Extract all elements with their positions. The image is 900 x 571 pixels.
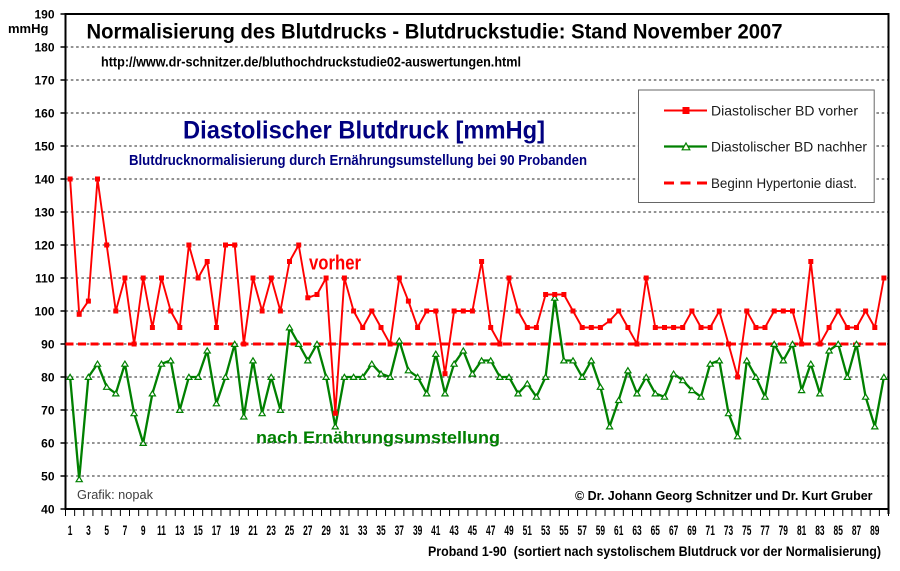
svg-text:39: 39 xyxy=(413,524,422,538)
svg-text:83: 83 xyxy=(815,524,824,538)
svg-text:Beginn Hypertonie diast.: Beginn Hypertonie diast. xyxy=(711,175,857,191)
svg-text:53: 53 xyxy=(541,524,550,538)
svg-text:85: 85 xyxy=(834,524,843,538)
svg-text:3: 3 xyxy=(86,524,91,538)
svg-text:49: 49 xyxy=(504,524,513,538)
svg-text:55: 55 xyxy=(559,524,568,538)
svg-text:Normalisierung des Blutdrucks: Normalisierung des Blutdrucks - Blutdruc… xyxy=(87,20,783,44)
svg-text:http://www.dr-schnitzer.de/blu: http://www.dr-schnitzer.de/bluthochdruck… xyxy=(101,55,521,70)
svg-text:41: 41 xyxy=(431,524,440,538)
svg-text:120: 120 xyxy=(34,238,54,252)
svg-text:80: 80 xyxy=(41,370,55,384)
svg-text:29: 29 xyxy=(321,524,330,538)
svg-text:Proband 1-90 (sortiert nach s: Proband 1-90 (sortiert nach systolischem… xyxy=(428,544,881,559)
svg-text:61: 61 xyxy=(614,524,623,538)
svg-text:37: 37 xyxy=(395,524,404,538)
svg-text:33: 33 xyxy=(358,524,367,538)
svg-text:170: 170 xyxy=(34,73,54,87)
svg-text:79: 79 xyxy=(779,524,788,538)
svg-text:45: 45 xyxy=(468,524,477,538)
svg-text:43: 43 xyxy=(449,524,458,538)
svg-text:35: 35 xyxy=(376,524,385,538)
svg-text:71: 71 xyxy=(706,524,715,538)
svg-text:Diastolischer Blutdruck [mmHg]: Diastolischer Blutdruck [mmHg] xyxy=(183,117,545,145)
svg-text:160: 160 xyxy=(34,106,54,120)
svg-text:© Dr. Johann Georg Schnitzer u: © Dr. Johann Georg Schnitzer und Dr. Kur… xyxy=(575,488,873,503)
svg-text:150: 150 xyxy=(34,139,54,153)
svg-text:11: 11 xyxy=(157,524,166,538)
svg-text:mmHg: mmHg xyxy=(8,21,49,36)
svg-text:25: 25 xyxy=(285,524,294,538)
svg-text:73: 73 xyxy=(724,524,733,538)
svg-text:67: 67 xyxy=(669,524,678,538)
svg-text:89: 89 xyxy=(870,524,879,538)
svg-text:63: 63 xyxy=(632,524,641,538)
svg-text:77: 77 xyxy=(760,524,769,538)
svg-text:Diastolischer BD nachher: Diastolischer BD nachher xyxy=(711,139,867,155)
svg-text:40: 40 xyxy=(41,502,55,516)
svg-text:140: 140 xyxy=(34,172,54,186)
svg-text:Diastolischer BD vorher: Diastolischer BD vorher xyxy=(711,103,858,119)
svg-text:57: 57 xyxy=(578,524,587,538)
svg-text:100: 100 xyxy=(34,304,54,318)
svg-text:9: 9 xyxy=(141,524,146,538)
svg-text:Grafik: nopak: Grafik: nopak xyxy=(77,487,153,502)
svg-text:27: 27 xyxy=(303,524,312,538)
svg-text:1: 1 xyxy=(68,524,73,538)
svg-text:17: 17 xyxy=(212,524,221,538)
svg-text:65: 65 xyxy=(651,524,660,538)
svg-text:19: 19 xyxy=(230,524,239,538)
svg-text:130: 130 xyxy=(34,205,54,219)
svg-text:47: 47 xyxy=(486,524,495,538)
svg-text:31: 31 xyxy=(340,524,349,538)
svg-text:13: 13 xyxy=(175,524,184,538)
svg-text:7: 7 xyxy=(123,524,128,538)
svg-text:50: 50 xyxy=(41,469,55,483)
svg-text:69: 69 xyxy=(687,524,696,538)
svg-text:59: 59 xyxy=(596,524,605,538)
svg-text:vorher: vorher xyxy=(309,253,361,275)
svg-text:180: 180 xyxy=(34,40,54,54)
svg-text:190: 190 xyxy=(34,7,54,21)
svg-text:Blutdrucknormalisierung durch: Blutdrucknormalisierung durch Ernährungs… xyxy=(129,153,587,169)
svg-text:51: 51 xyxy=(523,524,532,538)
svg-text:5: 5 xyxy=(104,524,109,538)
svg-text:81: 81 xyxy=(797,524,806,538)
svg-text:23: 23 xyxy=(267,524,276,538)
svg-text:110: 110 xyxy=(35,271,55,285)
svg-text:60: 60 xyxy=(41,436,55,450)
svg-text:21: 21 xyxy=(248,524,257,538)
svg-text:75: 75 xyxy=(742,524,751,538)
svg-text:15: 15 xyxy=(193,524,202,538)
svg-text:87: 87 xyxy=(852,524,861,538)
svg-text:70: 70 xyxy=(41,403,55,417)
svg-text:90: 90 xyxy=(41,337,55,351)
svg-text:nach Ernährungsumstellung: nach Ernährungsumstellung xyxy=(256,428,500,447)
